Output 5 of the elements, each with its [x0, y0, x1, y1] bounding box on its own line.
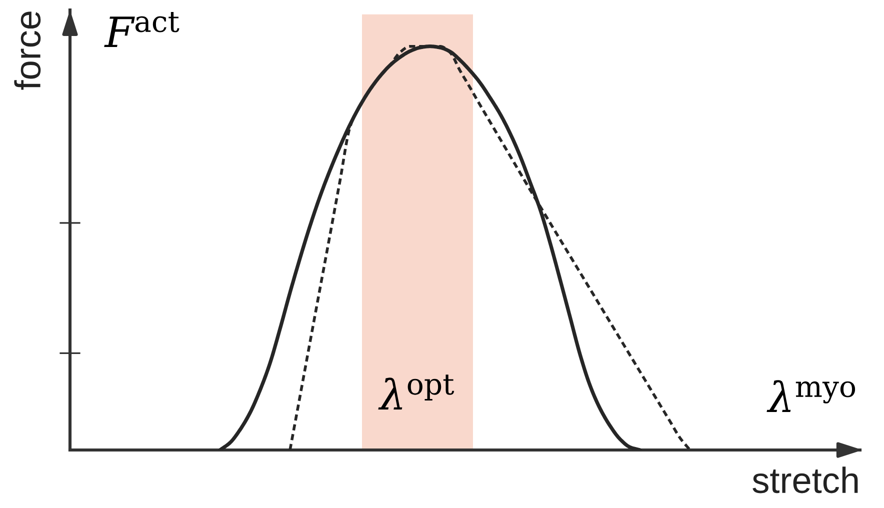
y-axis-title: force: [14, 12, 41, 90]
annotation: λ$^{myo}$: [766, 380, 856, 412]
x-axis-title: stretch: [752, 466, 858, 494]
annotation: λ$^{opt}$: [378, 374, 454, 410]
annotation: F$^{act}$: [104, 12, 180, 47]
